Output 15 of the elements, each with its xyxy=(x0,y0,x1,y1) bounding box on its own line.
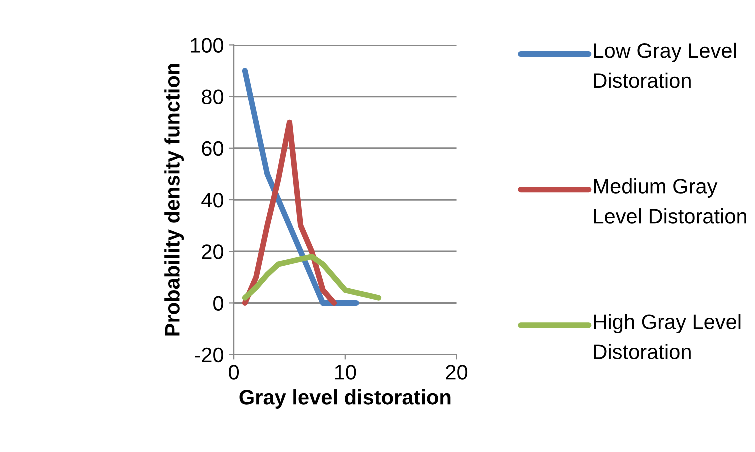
y-tick-label: 60 xyxy=(202,141,224,156)
x-tick-label: 20 xyxy=(446,365,468,380)
y-tick-label: 0 xyxy=(214,296,224,311)
y-tick-label: 20 xyxy=(202,244,224,260)
y-tick-label: 100 xyxy=(191,38,224,53)
legend-label: High Gray Level Distoration xyxy=(594,314,741,360)
legend-label: Medium Gray Level Distoration xyxy=(594,178,746,224)
y-tick-label: 40 xyxy=(202,193,224,208)
y-axis-title: Probability density function xyxy=(164,64,184,336)
y-tick-label: -20 xyxy=(195,348,224,363)
y-tick-label: 80 xyxy=(202,90,224,105)
x-tick-label: 10 xyxy=(335,365,356,380)
x-tick-label: 0 xyxy=(229,365,240,380)
legend-label: Low Gray Level Distoration xyxy=(594,42,736,88)
x-axis-title: Gray level distoration xyxy=(240,390,451,409)
